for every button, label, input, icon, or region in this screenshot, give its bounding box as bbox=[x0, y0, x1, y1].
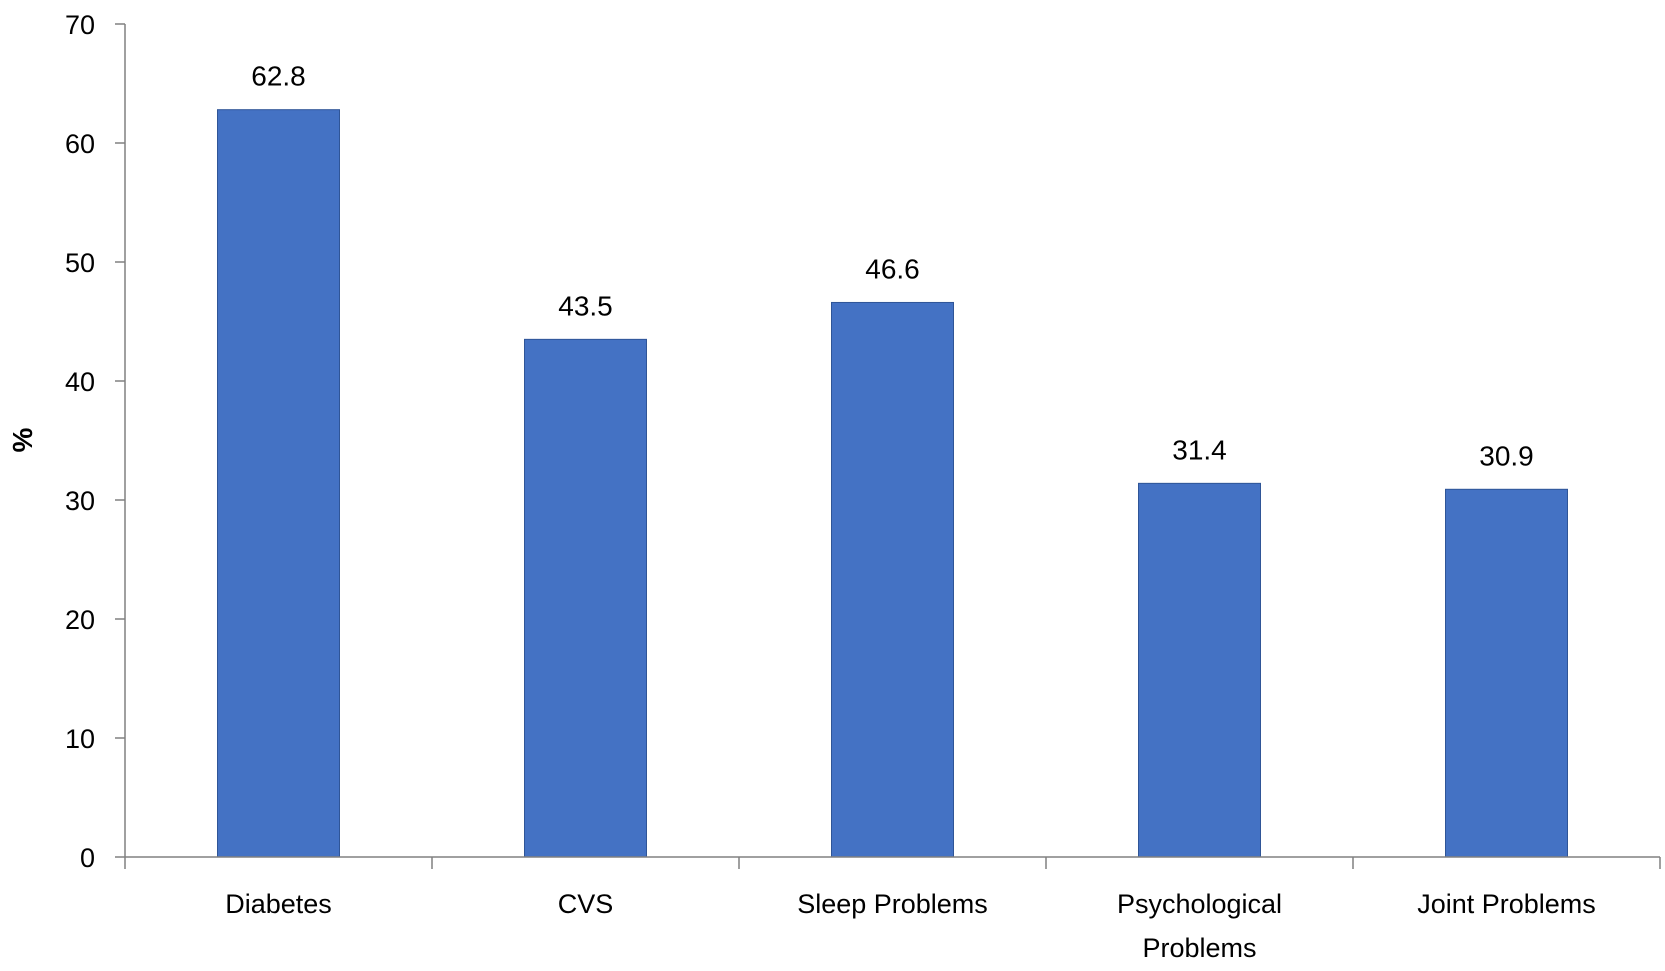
data-label: 43.5 bbox=[558, 290, 613, 321]
data-label: 46.6 bbox=[865, 253, 920, 284]
x-tick-label-line: Diabetes bbox=[225, 889, 332, 919]
bar bbox=[1445, 488, 1568, 858]
data-label: 30.9 bbox=[1479, 440, 1534, 471]
x-tick-label: Diabetes bbox=[225, 889, 332, 919]
x-tick-label-line: Sleep Problems bbox=[797, 889, 988, 919]
x-tick-label-line: Joint Problems bbox=[1417, 889, 1596, 919]
y-tick-label: 40 bbox=[65, 367, 95, 397]
x-tick-label-line: Psychological bbox=[1117, 889, 1282, 919]
x-tick-label-line: Problems bbox=[1142, 933, 1256, 963]
x-tick-label-line: CVS bbox=[558, 889, 614, 919]
x-tick-label: Sleep Problems bbox=[797, 889, 988, 919]
x-axis: Diabetes CVS Sleep Problems Psychological Pr… bbox=[124, 856, 1661, 963]
bars: 62.8 43.5 46.6 31.4 30.9 bbox=[217, 61, 1568, 858]
bar bbox=[831, 301, 954, 858]
bar bbox=[524, 338, 647, 858]
y-tick-label: 50 bbox=[65, 248, 95, 278]
bar bbox=[217, 109, 340, 858]
y-tick-label: 0 bbox=[80, 843, 95, 873]
y-tick-label: 70 bbox=[65, 10, 95, 40]
data-label: 31.4 bbox=[1172, 434, 1227, 465]
y-axis: 0 10 20 30 40 50 60 70 bbox=[65, 10, 126, 873]
y-tick-label: 10 bbox=[65, 724, 95, 754]
y-axis-title: % bbox=[7, 427, 38, 452]
x-tick-label: Joint Problems bbox=[1417, 889, 1596, 919]
y-tick-label: 30 bbox=[65, 486, 95, 516]
x-tick-label: Psychological Problems bbox=[1117, 889, 1282, 963]
y-tick-label: 20 bbox=[65, 605, 95, 635]
bar bbox=[1138, 482, 1261, 858]
data-label: 62.8 bbox=[251, 61, 306, 92]
x-tick-label: CVS bbox=[558, 889, 614, 919]
y-tick-label: 60 bbox=[65, 129, 95, 159]
